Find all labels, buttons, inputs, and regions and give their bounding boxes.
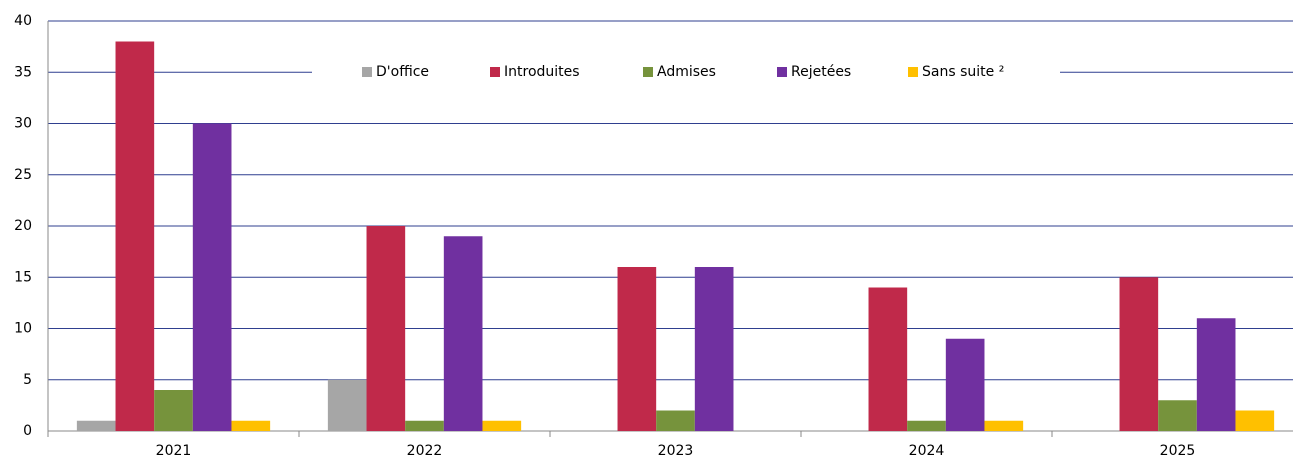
- bar: [1119, 277, 1159, 431]
- legend-label: Sans suite ²: [922, 64, 1004, 80]
- bar: [617, 267, 657, 431]
- y-tick-label: 30: [14, 116, 32, 132]
- legend-label: D'office: [376, 64, 429, 80]
- legend-swatch: [777, 67, 787, 77]
- bar: [76, 420, 116, 431]
- bar: [115, 41, 155, 431]
- y-tick-label: 35: [14, 64, 32, 80]
- y-tick-label: 10: [14, 321, 32, 337]
- bar: [327, 379, 367, 431]
- bar: [231, 420, 271, 431]
- legend-swatch: [643, 67, 653, 77]
- x-tick-label: 2022: [407, 443, 443, 459]
- bar: [154, 390, 193, 431]
- x-tick-label: 2023: [658, 443, 694, 459]
- bar: [405, 420, 444, 431]
- bar: [945, 338, 985, 431]
- bar: [694, 267, 734, 431]
- legend-label: Introduites: [504, 64, 580, 80]
- bar: [1196, 318, 1236, 431]
- y-tick-label: 5: [23, 372, 32, 388]
- legend-background: [312, 58, 1060, 86]
- y-tick-label: 20: [14, 218, 32, 234]
- bar: [868, 287, 908, 431]
- bar: [482, 420, 522, 431]
- bar: [984, 420, 1024, 431]
- legend-swatch: [362, 67, 372, 77]
- x-tick-label: 2021: [156, 443, 192, 459]
- legend-label: Admises: [657, 64, 716, 80]
- legend-swatch: [908, 67, 918, 77]
- y-tick-label: 40: [14, 13, 32, 29]
- bar: [1235, 410, 1275, 431]
- legend-swatch: [490, 67, 500, 77]
- bar: [656, 410, 695, 431]
- bar: [192, 123, 232, 431]
- x-tick-label: 2025: [1160, 443, 1196, 459]
- bar: [443, 236, 483, 431]
- x-tick-label: 2024: [909, 443, 945, 459]
- y-tick-label: 25: [14, 167, 32, 183]
- bar: [907, 420, 946, 431]
- y-tick-label: 0: [23, 423, 32, 439]
- bar: [366, 226, 406, 431]
- bar: [1158, 400, 1197, 431]
- legend-label: Rejetées: [791, 64, 851, 80]
- y-tick-label: 15: [14, 269, 32, 285]
